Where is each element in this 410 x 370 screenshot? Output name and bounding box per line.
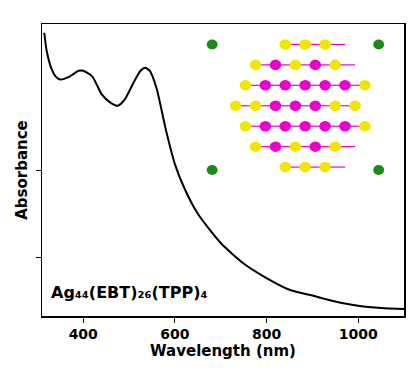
svg-text:1000: 1000	[339, 326, 378, 342]
svg-text:Absorbance: Absorbance	[13, 120, 31, 220]
svg-text:Wavelength (nm): Wavelength (nm)	[150, 342, 296, 360]
svg-text:800: 800	[252, 326, 281, 342]
svg-text:600: 600	[160, 326, 189, 342]
svg-text:400: 400	[69, 326, 98, 342]
svg-text:Ag₄₄(EBT)₂₆(TPP)₄: Ag₄₄(EBT)₂₆(TPP)₄	[51, 283, 208, 302]
